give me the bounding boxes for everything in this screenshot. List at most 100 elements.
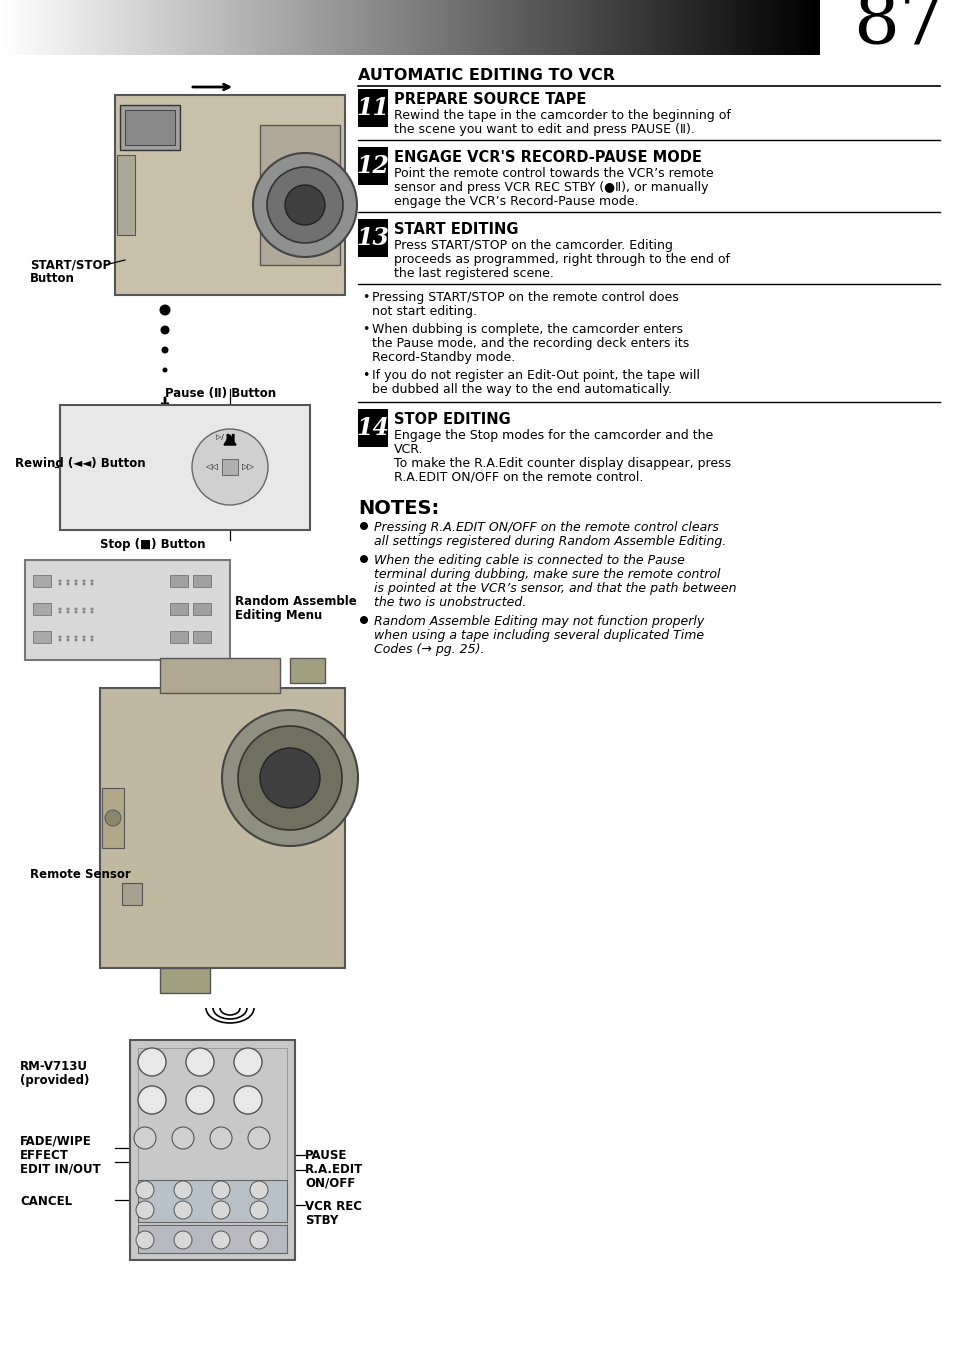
Text: not start editing.: not start editing. bbox=[372, 305, 476, 318]
Text: PREPARE SOURCE TAPE: PREPARE SOURCE TAPE bbox=[394, 92, 586, 107]
Text: (provided): (provided) bbox=[20, 1075, 90, 1087]
Text: STOP EDITING: STOP EDITING bbox=[394, 412, 510, 427]
Bar bbox=[115, 95, 345, 295]
Polygon shape bbox=[224, 435, 235, 444]
Circle shape bbox=[91, 580, 93, 583]
Bar bbox=[100, 688, 345, 967]
Bar bbox=[290, 659, 325, 683]
Circle shape bbox=[67, 607, 70, 611]
Circle shape bbox=[91, 635, 93, 638]
Circle shape bbox=[105, 810, 121, 827]
Circle shape bbox=[74, 635, 77, 638]
Text: the two is unobstructed.: the two is unobstructed. bbox=[374, 596, 526, 608]
Text: Button: Button bbox=[30, 272, 74, 285]
Circle shape bbox=[359, 617, 368, 625]
Text: sensor and press VCR REC STBY (●Ⅱ), or manually: sensor and press VCR REC STBY (●Ⅱ), or m… bbox=[394, 182, 708, 194]
Text: 11: 11 bbox=[356, 96, 389, 121]
Circle shape bbox=[173, 1182, 192, 1199]
Circle shape bbox=[161, 347, 169, 354]
Text: EDIT IN/OUT: EDIT IN/OUT bbox=[20, 1163, 101, 1176]
Text: Press START/STOP on the camcorder. Editing: Press START/STOP on the camcorder. Editi… bbox=[394, 238, 672, 252]
Bar bbox=[193, 631, 211, 644]
Text: •: • bbox=[361, 291, 369, 304]
Circle shape bbox=[74, 583, 77, 585]
Text: R.A.EDIT ON/OFF on the remote control.: R.A.EDIT ON/OFF on the remote control. bbox=[394, 472, 642, 484]
Circle shape bbox=[253, 153, 356, 257]
Bar bbox=[138, 1180, 287, 1222]
Text: VCR REC: VCR REC bbox=[305, 1201, 361, 1213]
Circle shape bbox=[58, 635, 61, 638]
Circle shape bbox=[138, 1047, 166, 1076]
Bar bbox=[25, 560, 230, 660]
Circle shape bbox=[212, 1230, 230, 1249]
Circle shape bbox=[173, 1201, 192, 1220]
Text: the scene you want to edit and press PAUSE (Ⅱ).: the scene you want to edit and press PAU… bbox=[394, 123, 694, 136]
Text: ENGAGE VCR'S RECORD-PAUSE MODE: ENGAGE VCR'S RECORD-PAUSE MODE bbox=[394, 150, 701, 165]
Text: •: • bbox=[361, 369, 369, 382]
Text: Rewind (◄◄) Button: Rewind (◄◄) Button bbox=[15, 457, 146, 470]
Circle shape bbox=[250, 1182, 268, 1199]
Text: ▷▷: ▷▷ bbox=[241, 462, 254, 472]
Text: Pressing R.A.EDIT ON/OFF on the remote control clears: Pressing R.A.EDIT ON/OFF on the remote c… bbox=[374, 522, 719, 534]
Text: ON/OFF: ON/OFF bbox=[305, 1177, 355, 1190]
Circle shape bbox=[74, 580, 77, 583]
Bar bbox=[357, 220, 388, 257]
Circle shape bbox=[248, 1127, 270, 1149]
Circle shape bbox=[74, 607, 77, 611]
Circle shape bbox=[82, 638, 86, 641]
Text: engage the VCR’s Record-Pause mode.: engage the VCR’s Record-Pause mode. bbox=[394, 195, 638, 209]
Bar bbox=[117, 154, 135, 234]
Circle shape bbox=[82, 635, 86, 638]
Bar bbox=[125, 110, 174, 145]
Text: is pointed at the VCR’s sensor, and that the path between: is pointed at the VCR’s sensor, and that… bbox=[374, 583, 736, 595]
Circle shape bbox=[222, 710, 357, 846]
Circle shape bbox=[237, 726, 341, 831]
Bar bbox=[193, 603, 211, 615]
Circle shape bbox=[82, 583, 86, 585]
Circle shape bbox=[192, 430, 268, 505]
Bar bbox=[193, 575, 211, 587]
Circle shape bbox=[359, 556, 368, 562]
Bar bbox=[160, 967, 210, 993]
Bar bbox=[170, 603, 188, 615]
Bar bbox=[357, 409, 388, 447]
Circle shape bbox=[250, 1201, 268, 1220]
Circle shape bbox=[91, 583, 93, 585]
Text: 87: 87 bbox=[852, 0, 944, 58]
Circle shape bbox=[58, 583, 61, 585]
Text: When dubbing is complete, the camcorder enters: When dubbing is complete, the camcorder … bbox=[372, 322, 682, 336]
Circle shape bbox=[160, 325, 170, 335]
Circle shape bbox=[91, 638, 93, 641]
Text: 14: 14 bbox=[356, 416, 389, 440]
Circle shape bbox=[267, 167, 343, 243]
Circle shape bbox=[359, 522, 368, 530]
Text: Rewind the tape in the camcorder to the beginning of: Rewind the tape in the camcorder to the … bbox=[394, 108, 730, 122]
Text: R.A.EDIT: R.A.EDIT bbox=[305, 1163, 363, 1176]
Bar bbox=[60, 405, 310, 530]
Text: To make the R.A.Edit counter display disappear, press: To make the R.A.Edit counter display dis… bbox=[394, 457, 730, 470]
Text: Point the remote control towards the VCR’s remote: Point the remote control towards the VCR… bbox=[394, 167, 713, 180]
Circle shape bbox=[173, 1230, 192, 1249]
Circle shape bbox=[58, 607, 61, 611]
Circle shape bbox=[186, 1085, 213, 1114]
Circle shape bbox=[133, 1127, 156, 1149]
Circle shape bbox=[162, 367, 168, 373]
Text: When the editing cable is connected to the Pause: When the editing cable is connected to t… bbox=[374, 554, 684, 566]
Circle shape bbox=[233, 1047, 262, 1076]
Bar bbox=[122, 883, 142, 905]
Circle shape bbox=[136, 1201, 153, 1220]
Text: 12: 12 bbox=[356, 154, 389, 178]
Text: RM-V713U: RM-V713U bbox=[20, 1060, 88, 1073]
Bar bbox=[820, 0, 953, 62]
Circle shape bbox=[82, 607, 86, 611]
Circle shape bbox=[212, 1201, 230, 1220]
Text: the Pause mode, and the recording deck enters its: the Pause mode, and the recording deck e… bbox=[372, 337, 688, 350]
Text: PAUSE: PAUSE bbox=[305, 1149, 347, 1163]
Text: Remote Sensor: Remote Sensor bbox=[30, 869, 131, 881]
Text: proceeds as programmed, right through to the end of: proceeds as programmed, right through to… bbox=[394, 253, 729, 266]
Text: START/STOP: START/STOP bbox=[30, 257, 111, 271]
Text: Pressing START/STOP on the remote control does: Pressing START/STOP on the remote contro… bbox=[372, 291, 678, 304]
Text: Codes (→ pg. 25).: Codes (→ pg. 25). bbox=[374, 644, 484, 656]
Circle shape bbox=[58, 638, 61, 641]
Text: START EDITING: START EDITING bbox=[394, 222, 518, 237]
